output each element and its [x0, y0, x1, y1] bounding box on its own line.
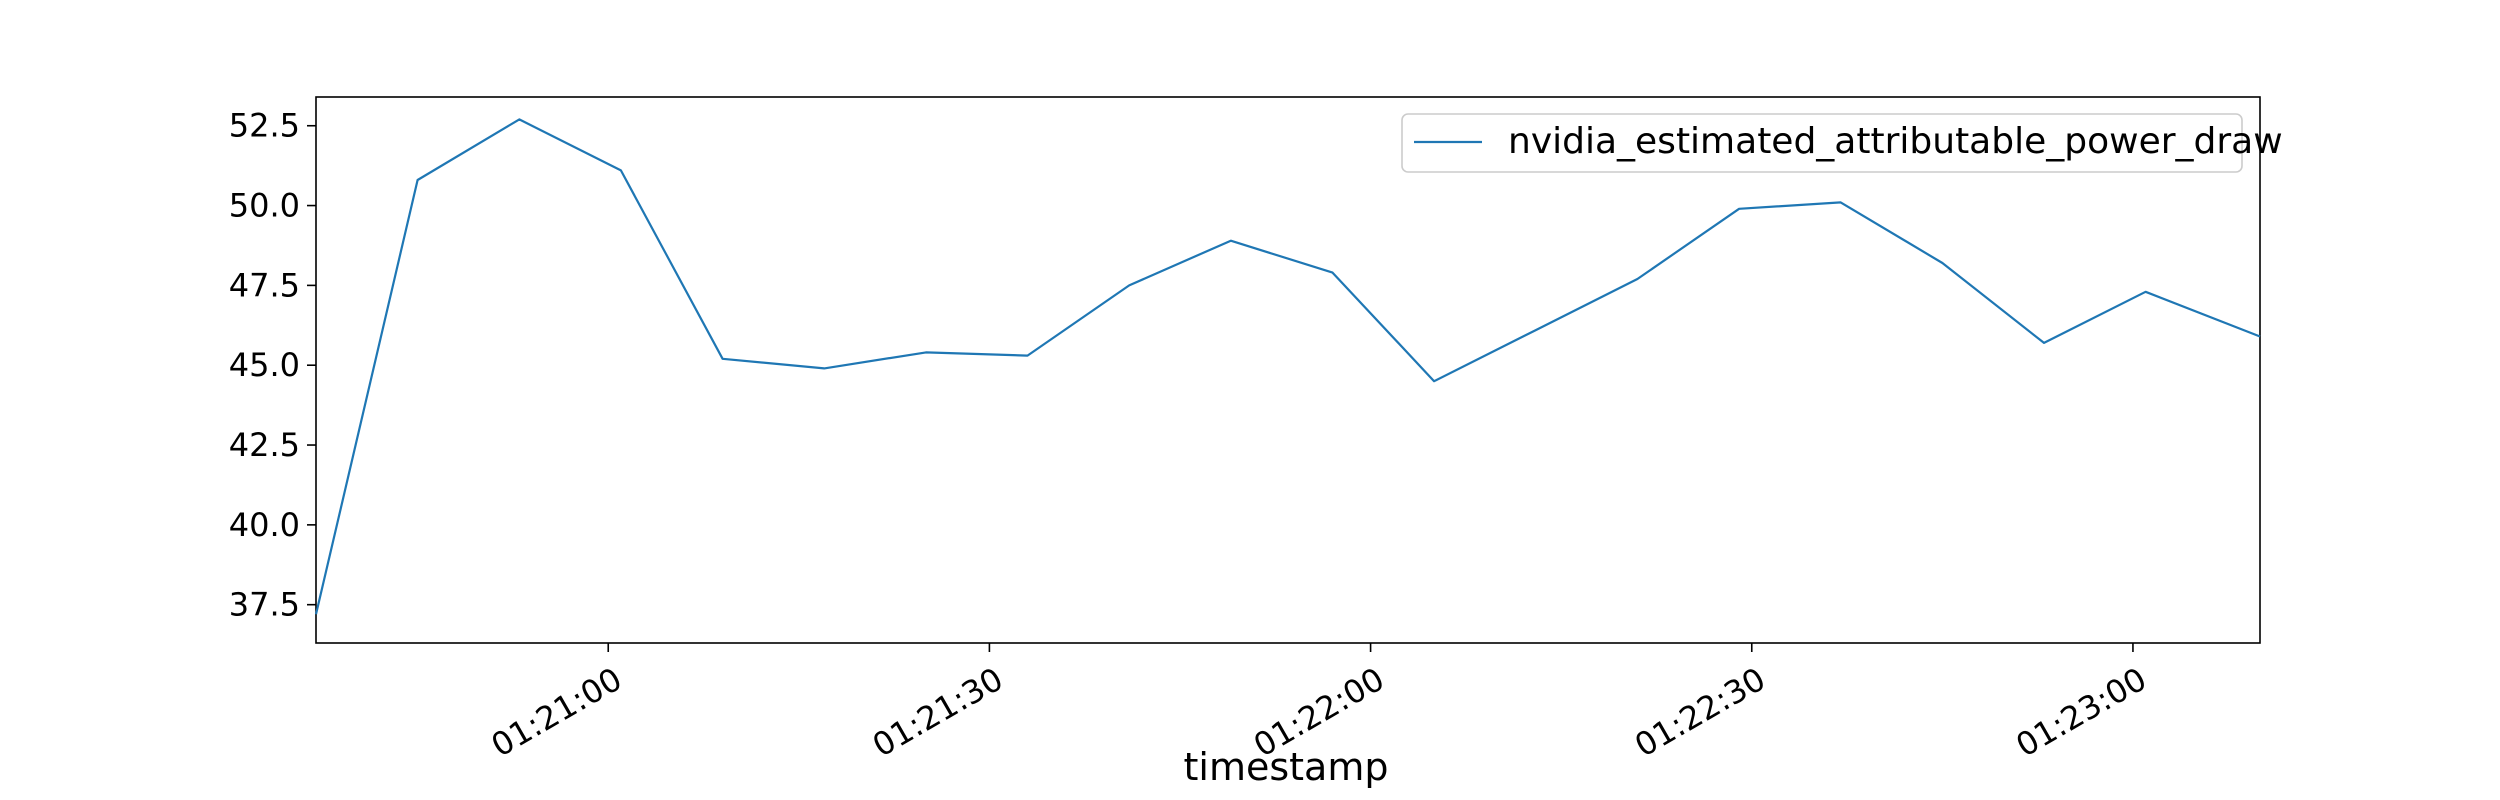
x-tick-label: 01:21:00	[485, 660, 628, 765]
y-axis: 37.5 40.0 42.5 45.0 47.5 50.0 52.5	[229, 107, 316, 624]
y-tick-label: 42.5	[229, 426, 300, 464]
plot-area	[315, 96, 2261, 644]
y-tick-label: 40.0	[229, 506, 300, 544]
y-tick-label: 52.5	[229, 107, 300, 145]
x-tick-label: 01:21:30	[866, 660, 1009, 765]
legend-box	[1401, 113, 2243, 173]
y-tick-label: 50.0	[229, 187, 300, 225]
y-tick-label: 45.0	[229, 346, 300, 384]
series-line	[314, 118, 2261, 615]
y-tick-label: 47.5	[229, 266, 300, 304]
y-tick-label: 37.5	[229, 586, 300, 624]
x-axis-title: timestamp	[1184, 745, 1389, 789]
plot-frame	[315, 96, 2261, 644]
legend: nvidia_estimated_attributable_power_draw	[1401, 113, 2283, 173]
x-tick-label: 01:23:00	[2009, 660, 2152, 765]
x-tick-label: 01:22:30	[1628, 660, 1771, 765]
legend-label: nvidia_estimated_attributable_power_draw	[1508, 121, 2283, 162]
series-layer	[314, 118, 2261, 615]
